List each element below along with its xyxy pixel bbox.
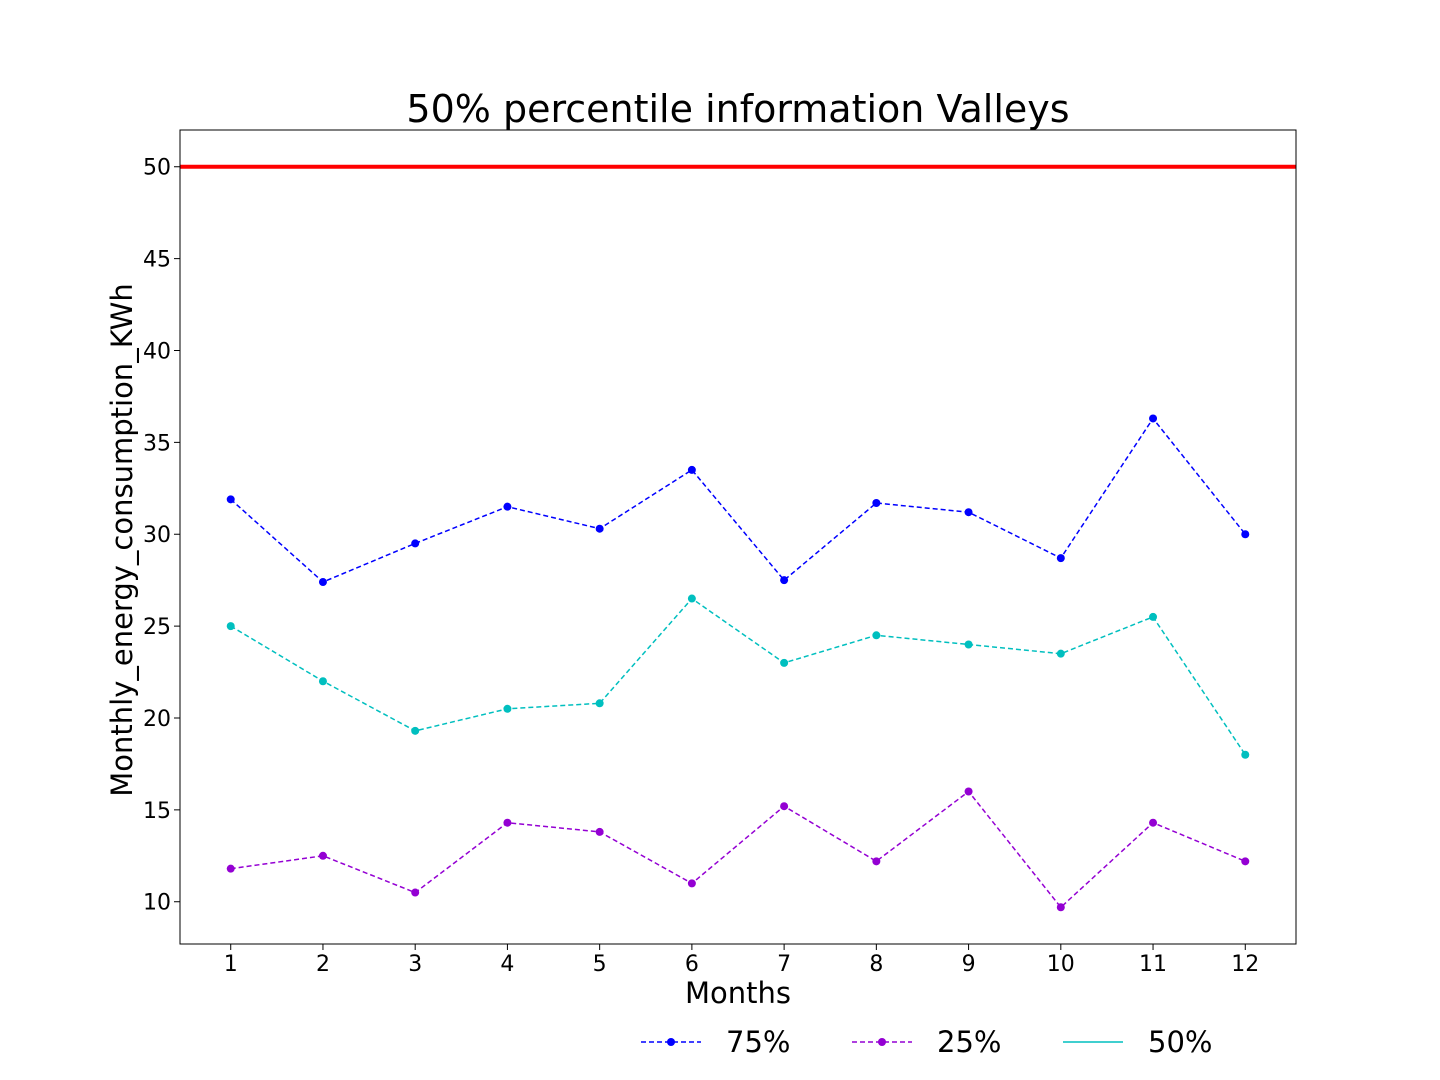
y-tick-label-35: 35: [143, 431, 171, 456]
x-tick-label-10: 10: [1047, 952, 1075, 977]
data-point-50pct-8: [872, 631, 881, 640]
x-tick-label-11: 11: [1139, 952, 1167, 977]
y-tick-label-30: 30: [143, 523, 171, 548]
plot-frame: [179, 129, 1297, 945]
y-tick-label-20: 20: [143, 707, 171, 732]
data-point-50pct-6: [687, 594, 696, 603]
chart-title: 50% percentile information Valleys: [406, 87, 1069, 131]
series-line-75pct: [230, 417, 1246, 583]
data-point-75pct-9: [964, 508, 973, 517]
y-axis-title: Monthly_energy_consumption_KWh: [105, 283, 139, 796]
data-point-75pct-7: [780, 576, 789, 585]
data-point-25pct-3: [411, 888, 420, 897]
data-point-50pct-4: [503, 704, 512, 713]
legend-label-50pct: 50%: [1148, 1025, 1212, 1059]
y-tick-label-10: 10: [143, 891, 171, 916]
x-tick-label-8: 8: [869, 952, 883, 977]
x-tick-label-4: 4: [500, 952, 514, 977]
plot-area: [180, 164, 1296, 912]
y-tick-label-40: 40: [143, 339, 171, 364]
legend-item-50pct: 50%: [1063, 1025, 1212, 1059]
legend-marker-75pct: [667, 1038, 675, 1046]
data-point-75pct-5: [595, 524, 604, 533]
data-point-50pct-10: [1056, 649, 1065, 658]
x-tick-label-9: 9: [962, 952, 976, 977]
data-point-50pct-9: [964, 640, 973, 649]
data-point-75pct-11: [1149, 414, 1158, 423]
data-point-25pct-11: [1149, 818, 1158, 827]
data-point-75pct-2: [318, 578, 327, 587]
x-tick-label-1: 1: [224, 952, 238, 977]
data-point-25pct-7: [780, 802, 789, 811]
data-point-25pct-10: [1056, 903, 1065, 912]
data-point-50pct-1: [226, 622, 235, 631]
data-point-75pct-12: [1241, 530, 1250, 539]
x-tick-label-2: 2: [316, 952, 330, 977]
series-line-50pct: [230, 597, 1246, 756]
data-point-50pct-12: [1241, 750, 1250, 759]
legend-label-25pct: 25%: [937, 1025, 1001, 1059]
data-point-75pct-4: [503, 502, 512, 511]
data-point-25pct-4: [503, 818, 512, 827]
data-point-50pct-5: [595, 699, 604, 708]
data-point-50pct-2: [318, 677, 327, 686]
y-tick-label-45: 45: [143, 248, 171, 273]
x-tick-label-7: 7: [777, 952, 791, 977]
y-tick-label-15: 15: [143, 799, 171, 824]
x-tick-label-6: 6: [685, 952, 699, 977]
legend-marker-25pct: [878, 1038, 886, 1046]
data-point-75pct-6: [687, 465, 696, 474]
data-point-25pct-12: [1241, 857, 1250, 866]
legend: 75% 25% 50%: [641, 1025, 1212, 1059]
x-axis-title: Months: [685, 976, 791, 1010]
data-point-25pct-6: [687, 879, 696, 888]
x-tick-label-12: 12: [1231, 952, 1259, 977]
data-point-50pct-3: [411, 726, 420, 735]
data-point-25pct-1: [226, 864, 235, 873]
data-point-50pct-11: [1149, 612, 1158, 621]
data-point-25pct-8: [872, 857, 881, 866]
data-point-50pct-7: [780, 658, 789, 667]
legend-item-25pct: 25%: [852, 1025, 1001, 1059]
data-point-25pct-9: [964, 787, 973, 796]
data-point-25pct-2: [318, 851, 327, 860]
legend-item-75pct: 75%: [641, 1025, 790, 1059]
series-line-25pct: [230, 790, 1246, 909]
data-point-75pct-3: [411, 539, 420, 548]
data-point-75pct-8: [872, 499, 881, 508]
y-tick-label-50: 50: [143, 156, 171, 181]
data-point-75pct-1: [226, 495, 235, 504]
data-point-75pct-10: [1056, 554, 1065, 563]
y-tick-label-25: 25: [143, 615, 171, 640]
data-point-25pct-5: [595, 827, 604, 836]
legend-label-75pct: 75%: [726, 1025, 790, 1059]
x-tick-label-5: 5: [593, 952, 607, 977]
x-tick-label-3: 3: [408, 952, 422, 977]
